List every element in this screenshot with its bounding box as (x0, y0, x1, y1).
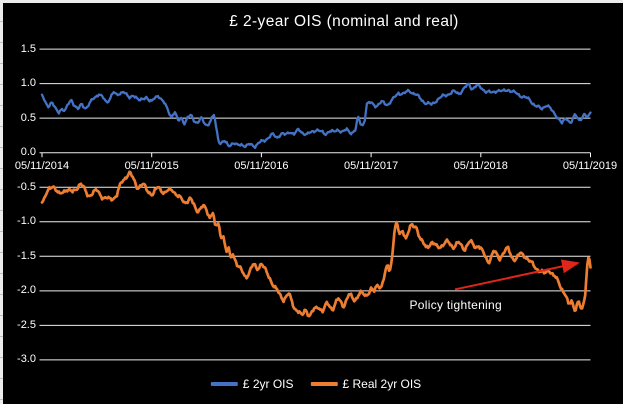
x-tick-label: 05/11/2016 (234, 159, 289, 172)
x-tick-label: 05/11/2014 (14, 159, 70, 172)
spreadsheet-edge-top (0, 0, 623, 3)
legend-item-nominal: £ 2yr OIS (210, 377, 294, 391)
series-line-real (40, 170, 592, 318)
series-line-nominal (40, 82, 592, 150)
x-tick-label: 05/11/2015 (124, 159, 179, 172)
legend-label: £ Real 2yr OIS (342, 377, 422, 391)
y-tick-label: 1.0 (20, 77, 36, 90)
y-tick-label: -3.0 (17, 353, 36, 366)
x-tick-label: 05/11/2019 (562, 159, 618, 172)
legend-swatch-nominal (210, 382, 238, 386)
y-tick-label: 0.0 (20, 146, 36, 159)
spreadsheet-edge-left (0, 0, 3, 404)
legend: £ 2yr OIS £ Real 2yr OIS (210, 377, 421, 391)
y-tick-label: -1.5 (17, 249, 36, 262)
x-tick-label: 05/11/2018 (453, 159, 508, 172)
x-tick-label: 05/11/2017 (343, 159, 399, 172)
annotation-arrow (454, 259, 580, 291)
y-tick-label: -2.0 (17, 284, 36, 297)
y-tick-label: -2.5 (17, 318, 36, 331)
chart-title: £ 2-year OIS (nominal and real) (229, 13, 459, 30)
y-tick-label: 1.5 (20, 42, 36, 55)
chart-area (3, 3, 623, 404)
y-tick-label: -1.0 (17, 215, 36, 228)
y-tick-label: -0.5 (17, 180, 36, 193)
legend-swatch-real (310, 382, 338, 386)
legend-label: £ 2yr OIS (242, 377, 294, 391)
y-tick-label: 0.5 (20, 111, 36, 124)
annotation-policy-tightening: Policy tightening (409, 298, 502, 313)
legend-item-real: £ Real 2yr OIS (310, 377, 421, 391)
